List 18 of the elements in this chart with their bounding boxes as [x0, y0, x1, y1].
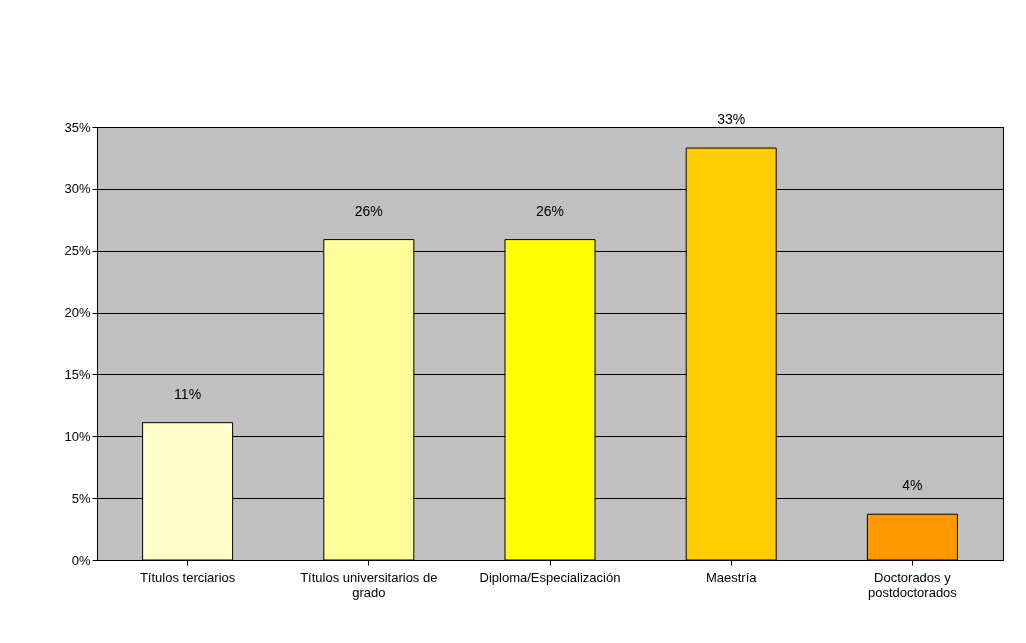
x-tick-label: Títulos universitarios de grado [300, 569, 438, 600]
x-tick-label: Doctorados y postdoctorados [867, 569, 958, 600]
y-tick-label: 5% [71, 490, 91, 506]
y-tick-label: 15% [64, 366, 91, 382]
y-tick-label: 25% [64, 243, 91, 259]
y-tick-label: 10% [64, 428, 91, 444]
x-tick-label: Diploma/Especialización [479, 569, 621, 585]
y-tick-label: 30% [64, 181, 91, 197]
x-tick-label: Maestría [705, 569, 758, 585]
data-label: 4% [902, 477, 923, 494]
y-tick-label: 20% [64, 305, 91, 321]
y-tick-label: 35% [64, 119, 91, 135]
x-tick-label: Títulos terciarios [139, 569, 236, 585]
y-tick-label: 0% [71, 552, 91, 568]
data-label: 26% [354, 202, 383, 219]
data-label: 33% [717, 111, 746, 128]
data-label: 26% [535, 202, 565, 219]
data-label: 11% [174, 385, 202, 402]
